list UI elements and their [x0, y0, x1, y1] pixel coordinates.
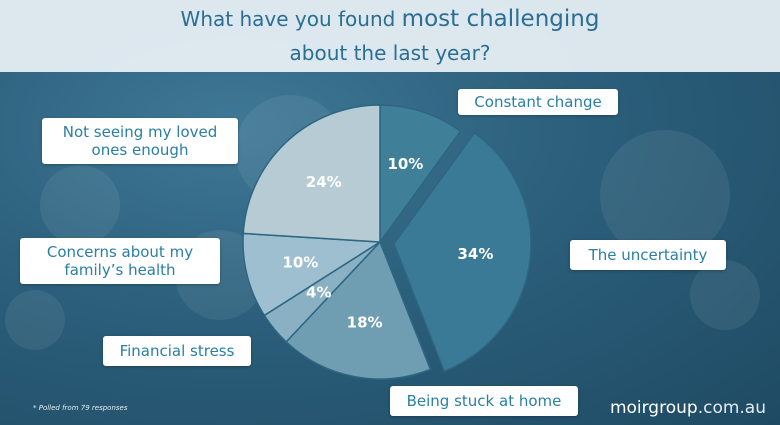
bokeh-light	[690, 260, 760, 330]
brand-name: moirgroup	[609, 398, 698, 418]
label-uncertainty: The uncertainty	[570, 240, 726, 270]
pie-slice	[285, 240, 432, 380]
brand-logo: moirgroup.com.au	[610, 398, 766, 418]
label-loved-ones: Not seeing my loved ones enough	[42, 118, 238, 164]
pie-slice-value-label: 10%	[282, 253, 318, 271]
bokeh-light	[40, 165, 120, 245]
label-stuck-home-text: Being stuck at home	[406, 392, 562, 410]
label-family-health: Concerns about my family’s health	[20, 238, 220, 284]
pie-slice	[393, 131, 532, 373]
label-constant-change-text: Constant change	[474, 93, 602, 111]
pie-slice-value-label: 10%	[387, 155, 423, 173]
footnote: * Polled from 79 responses	[33, 404, 128, 412]
pie-slice	[379, 104, 462, 245]
title-prefix: What have you found	[180, 7, 402, 31]
label-financial-stress: Financial stress	[103, 336, 251, 366]
pie-slice-value-label: 18%	[347, 314, 383, 332]
pie-slice-value-label: 24%	[306, 173, 342, 191]
title-banner: What have you found most challenging abo…	[0, 0, 780, 72]
bokeh-light	[5, 290, 65, 350]
label-uncertainty-text: The uncertainty	[588, 246, 708, 264]
label-loved-line-1: Not seeing my loved	[62, 123, 218, 141]
title-line-1: What have you found most challenging	[0, 6, 780, 32]
label-family-line-2: family’s health	[64, 261, 176, 279]
label-family-line-1: Concerns about my	[46, 243, 194, 261]
brand-tld: .com.au	[697, 398, 766, 418]
title-emphasis: most challenging	[401, 6, 600, 32]
label-constant-change: Constant change	[458, 89, 618, 115]
pie-slice	[242, 104, 381, 243]
bokeh-light	[600, 130, 730, 260]
label-loved-line-2: ones enough	[91, 141, 189, 159]
label-stuck-home: Being stuck at home	[390, 386, 578, 416]
pie-slice-value-label: 4%	[306, 284, 331, 302]
label-financial-text: Financial stress	[119, 342, 235, 360]
title-line-2: about the last year?	[289, 41, 491, 65]
pie-slice	[242, 232, 383, 317]
pie-slice-value-label: 34%	[457, 245, 493, 263]
